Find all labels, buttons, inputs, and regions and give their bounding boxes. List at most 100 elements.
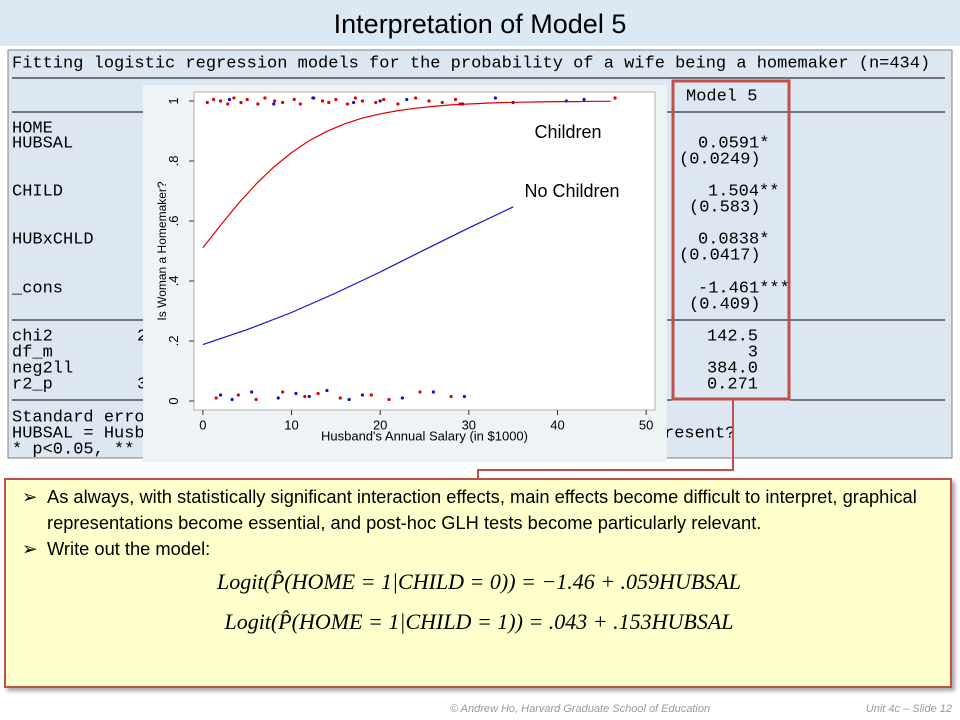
footer-credit: © Andrew Ho, Harvard Graduate School of … <box>450 703 710 715</box>
data-point <box>316 391 320 396</box>
data-point <box>230 397 234 402</box>
y-tick-label: .2 <box>166 336 181 347</box>
y-tick-label: .4 <box>166 276 181 287</box>
data-point <box>613 96 617 100</box>
data-point <box>462 394 466 399</box>
output-text: CHILD <box>12 182 63 201</box>
data-point <box>250 390 254 394</box>
data-point <box>281 100 285 105</box>
output-text: Fitting logistic regression models for t… <box>12 54 930 73</box>
output-text: _cons <box>11 279 63 298</box>
output-text: resent? <box>664 424 735 443</box>
output-text: 3 <box>137 375 147 394</box>
output-text: (0.0249) <box>679 150 761 169</box>
output-text: HUBxCHLD <box>12 230 94 249</box>
y-tick-label: .6 <box>166 216 181 227</box>
data-point <box>327 100 331 105</box>
output-text: HOME <box>12 119 53 138</box>
data-point <box>227 97 232 102</box>
data-point <box>312 96 316 100</box>
data-point <box>298 102 302 106</box>
y-tick-label: 1 <box>166 97 181 104</box>
equation: Logit(P̂(HOME = 1|CHILD = 1)) = .043 + .… <box>224 609 734 634</box>
data-point <box>276 396 280 400</box>
data-point <box>414 96 418 100</box>
data-point <box>263 96 267 100</box>
data-point <box>320 99 325 103</box>
y-tick-label: 0 <box>166 397 181 404</box>
bullet: Write out the model: <box>20 536 938 562</box>
data-point <box>360 393 365 397</box>
connector <box>477 400 734 480</box>
callout: As always, with statistically significan… <box>4 478 952 688</box>
data-point <box>405 97 409 102</box>
footer-slide: Unit 4c – Slide 12 <box>866 703 952 715</box>
data-point <box>345 102 349 106</box>
highlight-box <box>671 79 791 401</box>
output-text: 384.0 <box>707 359 758 378</box>
data-point <box>347 397 351 402</box>
y-tick-label: .8 <box>166 156 181 167</box>
x-tick-label: 30 <box>462 417 476 432</box>
data-point <box>226 102 230 106</box>
data-point <box>360 99 365 103</box>
data-point <box>307 394 311 399</box>
data-point <box>582 97 586 102</box>
output-text: 3 <box>748 343 758 362</box>
data-point <box>334 97 338 102</box>
data-point <box>378 99 382 103</box>
output-text: HUBSAL <box>12 134 73 153</box>
data-point <box>239 100 243 105</box>
data-point <box>245 97 249 102</box>
data-point <box>440 100 444 105</box>
output-text: Model 5 <box>686 87 757 106</box>
output-text: (0.0417) <box>679 246 761 265</box>
data-point <box>353 96 357 100</box>
data-point <box>351 100 356 105</box>
slide-title: Interpretation of Model 5 <box>334 9 627 39</box>
series-label: No Children <box>524 181 619 201</box>
data-point <box>374 100 378 105</box>
curve <box>202 100 611 249</box>
x-tick-label: 50 <box>639 417 653 432</box>
data-point <box>325 388 329 393</box>
data-point <box>396 102 400 106</box>
output-text: (0.583) <box>689 198 760 217</box>
data-point <box>294 391 298 396</box>
output-text: 0.271 <box>707 375 758 394</box>
data-point <box>211 97 216 102</box>
output-text: * p<0.05, ** <box>12 440 134 459</box>
x-tick-label: 0 <box>199 417 206 432</box>
output-text: -1.461*** <box>698 279 790 298</box>
data-point <box>256 102 260 106</box>
data-point <box>431 390 435 394</box>
equation: Logit(P̂(HOME = 1|CHILD = 0)) = −1.46 + … <box>217 569 741 594</box>
output-text: 0.0838* <box>698 230 769 249</box>
output-text: 1.504** <box>708 182 779 201</box>
output-text: 142.5 <box>707 327 758 346</box>
series-label: Children <box>534 122 601 142</box>
data-point <box>281 390 285 394</box>
data-point <box>292 97 296 102</box>
output-text: HUBSAL = Husb <box>12 424 145 443</box>
output-text: neg2ll <box>12 359 73 378</box>
chart: 0 10 20 30 40 50 0 .2 .4 .6 .8 1 Husband's Annual Sa… <box>143 85 667 462</box>
bullet: As always, with statistically significan… <box>20 484 938 536</box>
data-point <box>218 99 223 103</box>
curve <box>202 206 514 346</box>
data-point <box>214 396 218 400</box>
data-point <box>369 393 373 397</box>
data-point <box>493 96 498 100</box>
x-tick-label: 10 <box>284 417 298 432</box>
data-point <box>205 100 209 105</box>
output-text: Standard erro <box>12 408 145 427</box>
data-point <box>418 390 422 394</box>
data-point <box>236 393 240 397</box>
output-text: df_m <box>12 343 53 362</box>
output-text: 0.0591* <box>698 134 769 153</box>
data-point <box>427 99 431 103</box>
x-axis-title: Husband's Annual Salary (in $1000) <box>321 428 528 443</box>
plot-area <box>193 91 656 411</box>
